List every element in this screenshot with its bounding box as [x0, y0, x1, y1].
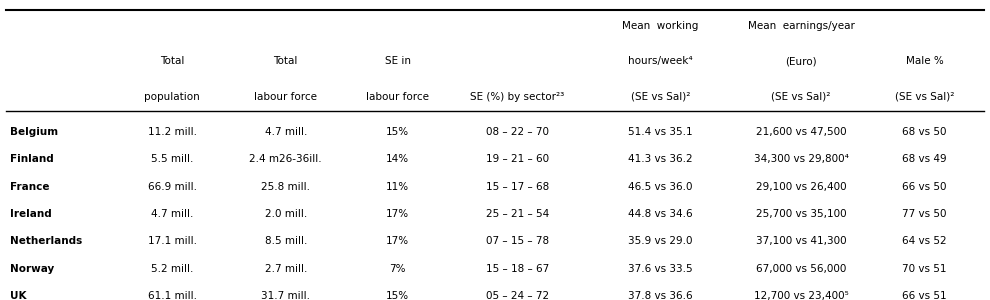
- Text: Mean  working: Mean working: [622, 20, 699, 31]
- Text: Finland: Finland: [10, 154, 54, 164]
- Text: 77 vs 50: 77 vs 50: [902, 209, 946, 219]
- Text: 8.5 mill.: 8.5 mill.: [264, 236, 307, 247]
- Text: SE in: SE in: [385, 56, 411, 66]
- Text: 11%: 11%: [386, 182, 409, 192]
- Text: 17.1 mill.: 17.1 mill.: [148, 236, 197, 247]
- Text: 67,000 vs 56,000: 67,000 vs 56,000: [755, 264, 846, 274]
- Text: (Euro): (Euro): [785, 56, 817, 66]
- Text: 37.8 vs 36.6: 37.8 vs 36.6: [628, 291, 693, 300]
- Text: 66.9 mill.: 66.9 mill.: [148, 182, 197, 192]
- Text: 25,700 vs 35,100: 25,700 vs 35,100: [755, 209, 846, 219]
- Text: labour force: labour force: [254, 92, 317, 102]
- Text: 44.8 vs 34.6: 44.8 vs 34.6: [628, 209, 693, 219]
- Text: SE (%) by sector²³: SE (%) by sector²³: [470, 92, 564, 102]
- Text: 15 – 17 – 68: 15 – 17 – 68: [485, 182, 548, 192]
- Text: population: population: [145, 92, 200, 102]
- Text: 29,100 vs 26,400: 29,100 vs 26,400: [755, 182, 846, 192]
- Text: 11.2 mill.: 11.2 mill.: [148, 127, 197, 137]
- Text: 17%: 17%: [386, 209, 409, 219]
- Text: 25.8 mill.: 25.8 mill.: [261, 182, 310, 192]
- Text: 4.7 mill.: 4.7 mill.: [151, 209, 193, 219]
- Text: 21,600 vs 47,500: 21,600 vs 47,500: [755, 127, 846, 137]
- Text: 2.0 mill.: 2.0 mill.: [264, 209, 307, 219]
- Text: hours/week⁴: hours/week⁴: [628, 56, 693, 66]
- Text: (SE vs Sal)²: (SE vs Sal)²: [771, 92, 831, 102]
- Text: UK: UK: [10, 291, 27, 300]
- Text: 5.2 mill.: 5.2 mill.: [151, 264, 193, 274]
- Text: 15 – 18 – 67: 15 – 18 – 67: [485, 264, 548, 274]
- Text: (SE vs Sal)²: (SE vs Sal)²: [895, 92, 954, 102]
- Text: 68 vs 50: 68 vs 50: [902, 127, 946, 137]
- Text: 70 vs 51: 70 vs 51: [902, 264, 946, 274]
- Text: 07 – 15 – 78: 07 – 15 – 78: [486, 236, 548, 247]
- Text: Netherlands: Netherlands: [10, 236, 82, 247]
- Text: 14%: 14%: [386, 154, 409, 164]
- Text: 15%: 15%: [386, 127, 409, 137]
- Text: 34,300 vs 29,800⁴: 34,300 vs 29,800⁴: [753, 154, 848, 164]
- Text: 46.5 vs 36.0: 46.5 vs 36.0: [628, 182, 693, 192]
- Text: Total: Total: [160, 56, 184, 66]
- Text: 7%: 7%: [389, 264, 406, 274]
- Text: Norway: Norway: [10, 264, 54, 274]
- Text: 15%: 15%: [386, 291, 409, 300]
- Text: 05 – 24 – 72: 05 – 24 – 72: [486, 291, 548, 300]
- Text: 37,100 vs 41,300: 37,100 vs 41,300: [755, 236, 846, 247]
- Text: (SE vs Sal)²: (SE vs Sal)²: [631, 92, 690, 102]
- Text: 08 – 22 – 70: 08 – 22 – 70: [486, 127, 548, 137]
- Text: 5.5 mill.: 5.5 mill.: [151, 154, 193, 164]
- Text: 4.7 mill.: 4.7 mill.: [264, 127, 307, 137]
- Text: 31.7 mill.: 31.7 mill.: [261, 291, 310, 300]
- Text: France: France: [10, 182, 50, 192]
- Text: Belgium: Belgium: [10, 127, 58, 137]
- Text: Mean  earnings/year: Mean earnings/year: [747, 20, 854, 31]
- Text: 66 vs 51: 66 vs 51: [902, 291, 946, 300]
- Text: Total: Total: [273, 56, 298, 66]
- Text: 64 vs 52: 64 vs 52: [902, 236, 946, 247]
- Text: 2.7 mill.: 2.7 mill.: [264, 264, 307, 274]
- Text: 68 vs 49: 68 vs 49: [902, 154, 946, 164]
- Text: 61.1 mill.: 61.1 mill.: [148, 291, 197, 300]
- Text: 25 – 21 – 54: 25 – 21 – 54: [485, 209, 548, 219]
- Text: Ireland: Ireland: [10, 209, 52, 219]
- Text: 51.4 vs 35.1: 51.4 vs 35.1: [628, 127, 693, 137]
- Text: 37.6 vs 33.5: 37.6 vs 33.5: [628, 264, 693, 274]
- Text: 41.3 vs 36.2: 41.3 vs 36.2: [628, 154, 693, 164]
- Text: 35.9 vs 29.0: 35.9 vs 29.0: [628, 236, 693, 247]
- Text: 2.4 m26-36ill.: 2.4 m26-36ill.: [249, 154, 322, 164]
- Text: labour force: labour force: [366, 92, 430, 102]
- Text: 66 vs 50: 66 vs 50: [902, 182, 946, 192]
- Text: Male %: Male %: [906, 56, 943, 66]
- Text: 17%: 17%: [386, 236, 409, 247]
- Text: 12,700 vs 23,400⁵: 12,700 vs 23,400⁵: [753, 291, 848, 300]
- Text: 19 – 21 – 60: 19 – 21 – 60: [486, 154, 548, 164]
